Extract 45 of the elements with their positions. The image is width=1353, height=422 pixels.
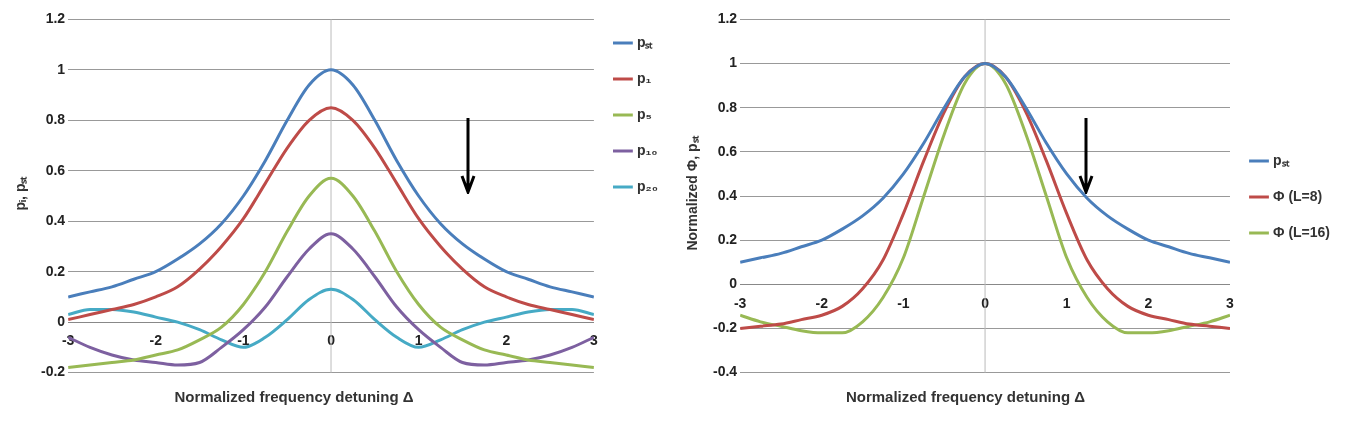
x-tick-label: 3 (1225, 294, 1234, 311)
legend-label: p₂₀ (636, 177, 659, 194)
y-tick-label: 0.8 (717, 98, 737, 115)
x-axis-title: Normalized frequency detuning Δ (844, 388, 1087, 405)
y-tick-label: 0.2 (45, 262, 66, 279)
y-tick-label: 1.2 (45, 10, 66, 27)
y-tick-label: 0.6 (717, 142, 737, 159)
line-series (68, 68, 594, 299)
x-tick-label: 2 (1143, 294, 1152, 311)
y-tick-label: 1 (728, 54, 737, 71)
legend-label: p₁₀ (636, 141, 658, 158)
x-tick-label: 1 (414, 332, 423, 349)
x-tick-label: 1 (1062, 294, 1071, 311)
y-tick-label: 1.2 (717, 10, 737, 27)
x-tick-label: -1 (237, 332, 250, 349)
legend-label: pₛₜ (1272, 151, 1290, 168)
x-tick-label: 3 (590, 332, 599, 349)
legend-label: pₛₜ (636, 33, 654, 50)
legend-label: p₁ (636, 69, 652, 86)
x-tick-label: -3 (733, 294, 747, 311)
y-tick-label: 0.2 (717, 231, 737, 248)
y-tick-label: 0.8 (45, 111, 66, 128)
y-tick-label: 1 (57, 60, 66, 77)
x-axis-title: Normalized frequency detuning Δ (173, 388, 415, 405)
legend-label: Φ (L=8) (1272, 187, 1322, 204)
x-tick-label: 0 (327, 332, 336, 349)
y-tick-label: -0.2 (712, 319, 737, 336)
x-tick-label: -2 (149, 332, 163, 349)
y-tick-label: 0 (728, 275, 737, 292)
y-axis-title: pᵢ, pₛₜ (11, 176, 30, 210)
legend-label: p₅ (636, 105, 652, 122)
y-tick-label: 0.4 (717, 186, 737, 203)
x-tick-label: 2 (502, 332, 511, 349)
line-series (739, 62, 1230, 264)
x-tick-label: -2 (815, 294, 828, 311)
y-tick-label: 0.6 (45, 161, 66, 178)
legend-label: Φ (L=16) (1272, 223, 1330, 240)
y-tick-label: 0 (57, 313, 66, 329)
x-tick-label: -1 (896, 294, 910, 311)
y-axis-title: Normalized Φ, pₛₜ (683, 135, 701, 251)
y-tick-label: 0.4 (45, 212, 66, 229)
line-series (68, 106, 594, 322)
y-tick-label: -0.4 (712, 363, 737, 380)
x-tick-label: 0 (980, 294, 989, 311)
y-tick-label: -0.2 (41, 363, 66, 380)
